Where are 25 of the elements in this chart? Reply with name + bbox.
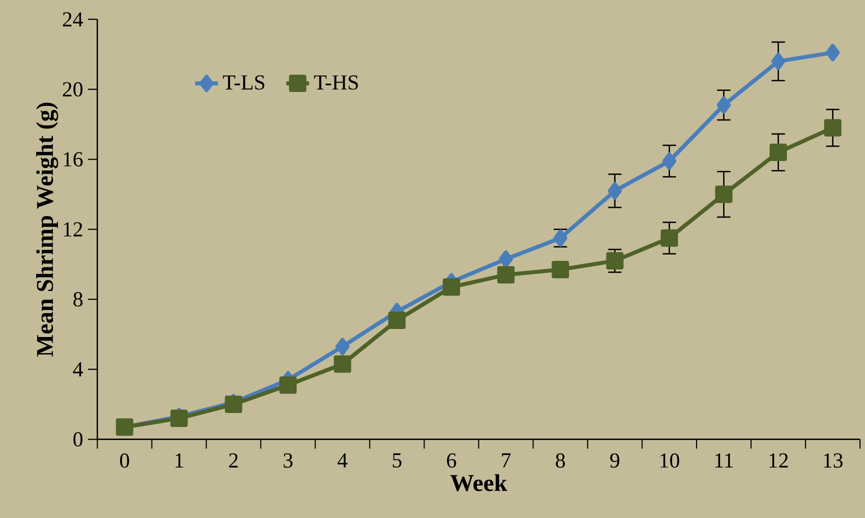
y-tick-label: 8 — [73, 292, 82, 307]
x-tick-label: 13 — [824, 453, 843, 468]
y-tick-label: 12 — [64, 222, 82, 236]
x-tick-label: 0 — [120, 453, 130, 468]
y-tick-label: 16 — [64, 152, 83, 166]
x-tick-label: 9 — [610, 453, 620, 468]
y-axis-title: Mean Shrimp Weight (g) — [36, 102, 58, 357]
legend-label: T-LS — [222, 75, 264, 90]
y-tick-label: 0 — [73, 432, 82, 447]
x-tick-label: 4 — [338, 453, 348, 468]
x-tick-label: 8 — [556, 453, 565, 468]
x-tick-label: 7 — [502, 453, 511, 468]
x-tick-label: 2 — [229, 453, 238, 468]
x-tick-label: 12 — [769, 453, 788, 468]
x-tick-label: 6 — [447, 453, 456, 468]
x-tick-label: 11 — [715, 453, 733, 468]
y-tick-label: 24 — [62, 12, 83, 26]
x-axis-title: Week — [450, 474, 508, 492]
y-tick-label: 20 — [62, 82, 82, 97]
x-tick-label: 1 — [176, 453, 184, 468]
x-tick-label: 10 — [660, 453, 680, 468]
x-tick-label: 3 — [284, 453, 292, 468]
x-tick-label: 5 — [392, 453, 402, 468]
y-tick-label: 4 — [73, 362, 83, 376]
legend-label: T-HS — [314, 75, 358, 90]
